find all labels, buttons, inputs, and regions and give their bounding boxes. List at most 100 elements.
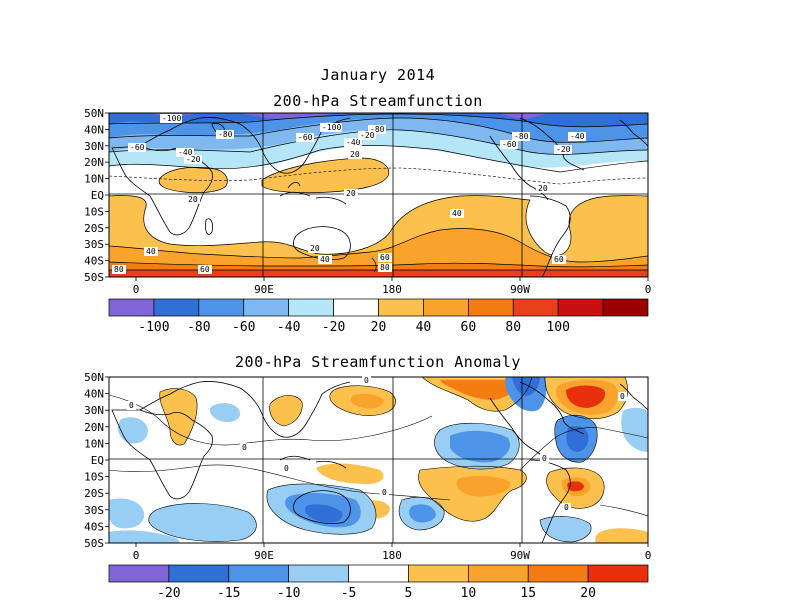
panel2-title: 200-hPa Streamfunction Anomaly — [235, 353, 521, 371]
panel2-map — [109, 377, 648, 543]
colorbar-label: -20 — [322, 320, 345, 335]
p1-contour-label: 40 — [146, 247, 156, 256]
p2-contour-label: 0 — [129, 401, 134, 410]
colorbar-swatch — [378, 298, 424, 317]
y-tick-label: 20N — [84, 156, 104, 169]
x-tick-label: 0 — [133, 549, 140, 562]
p1-contour-label: 60 — [200, 265, 210, 274]
p2-contour-label: 0 — [620, 392, 625, 401]
colorbar-label: -100 — [138, 320, 169, 335]
colorbar-label: 40 — [416, 320, 432, 335]
p2-contour-label: 0 — [364, 376, 369, 385]
panel1-contour-labels: -100 -80 -60 -40 -20 20 40 60 80 -100 -8… — [112, 114, 586, 274]
p1-contour-label: -20 — [186, 155, 201, 164]
y-tick-label: 10S — [84, 205, 104, 218]
colorbar-swatch — [243, 298, 290, 317]
x-tick-label: 0 — [645, 283, 652, 296]
colorbar-label: 20 — [371, 320, 387, 335]
colorbar-label: -15 — [217, 586, 240, 600]
p1-contour-label: 20 — [346, 189, 356, 198]
y-tick-label: 10N — [84, 437, 104, 450]
x-tick-label: 90W — [510, 549, 530, 562]
panel2-colorbar: -20 -15 -10 -5 5 10 15 20 — [108, 564, 649, 600]
y-tick-label: 50S — [84, 271, 104, 284]
colorbar-swatch — [467, 564, 529, 583]
y-tick-label: 20S — [84, 222, 104, 235]
p1-contour-label: 40 — [320, 255, 330, 264]
p1-contour-label: -40 — [570, 132, 585, 141]
p1-contour-label: -80 — [218, 130, 233, 139]
p2-contour-label: 0 — [242, 443, 247, 452]
y-tick-label: EQ — [91, 189, 104, 202]
y-tick-label: 10N — [84, 173, 104, 186]
p1-contour-label: 20 — [310, 244, 320, 253]
p1-contour-label: -40 — [178, 148, 193, 157]
y-tick-label: 30N — [84, 140, 104, 153]
colorbar-swatch — [467, 298, 514, 317]
panel2-axes: 50N 40N 30N 20N 10N EQ 10S 20S 30S 40S 50S 0 90E 180 9… — [84, 371, 651, 562]
colorbar-label: 60 — [461, 320, 477, 335]
colorbar-label: -20 — [157, 586, 180, 600]
p2-contour-label: 0 — [284, 464, 289, 473]
colorbar-label: -40 — [277, 320, 300, 335]
y-tick-label: 50N — [84, 371, 104, 384]
y-tick-label: 10S — [84, 471, 104, 484]
y-tick-label: 40N — [84, 123, 104, 136]
colorbar-swatch — [557, 298, 604, 317]
p1-contour-label: -100 — [162, 114, 181, 123]
p1-contour-label: 80 — [380, 263, 390, 272]
y-tick-label: 20N — [84, 421, 104, 434]
colorbar-label: 20 — [580, 586, 596, 600]
p1-contour-label: 80 — [114, 265, 124, 274]
colorbar-label: -5 — [341, 586, 357, 600]
y-tick-label: 30N — [84, 404, 104, 417]
p1-contour-label: -80 — [514, 132, 529, 141]
p1-contour-label: -80 — [370, 125, 385, 134]
colorbar-label: 10 — [461, 586, 477, 600]
y-tick-label: 40S — [84, 520, 104, 533]
colorbar-swatch — [527, 564, 589, 583]
colorbar-label: 100 — [546, 320, 569, 335]
colorbar-label: 80 — [505, 320, 521, 335]
colorbar-label: -60 — [232, 320, 255, 335]
colorbar-swatch — [198, 298, 245, 317]
x-tick-label: 0 — [133, 283, 140, 296]
x-tick-label: 180 — [382, 549, 402, 562]
colorbar-swatch — [333, 298, 379, 317]
p1-contour-label: 20 — [538, 184, 548, 193]
p1-contour-label: -60 — [298, 133, 313, 142]
y-tick-label: 50N — [84, 107, 104, 120]
p2-contour-label: 0 — [564, 503, 569, 512]
y-tick-label: 50S — [84, 537, 104, 550]
x-tick-label: 0 — [645, 549, 652, 562]
p1-contour-label: 60 — [380, 253, 390, 262]
p1-contour-label: -20 — [556, 145, 571, 154]
colorbar-swatch — [108, 298, 155, 317]
p1-contour-label: 60 — [554, 255, 564, 264]
y-tick-label: 40S — [84, 255, 104, 268]
colorbar-swatch — [288, 298, 334, 317]
colorbar-swatch — [288, 564, 349, 583]
chart-title: January 2014 — [320, 66, 436, 84]
y-tick-label: 20S — [84, 487, 104, 500]
p1-contour-label: 40 — [452, 209, 462, 218]
y-tick-label: 30S — [84, 238, 104, 251]
colorbar-label: 5 — [405, 586, 413, 600]
panel1-title: 200-hPa Streamfunction — [273, 92, 483, 110]
p2-contour-label: 0 — [382, 488, 387, 497]
p1-contour-label: -40 — [346, 138, 361, 147]
y-tick-label: EQ — [91, 454, 104, 467]
p1-contour-label: -20 — [360, 131, 375, 140]
colorbar-swatch — [153, 298, 200, 317]
panel1-axes: 50N 40N 30N 20N 10N EQ 10S 20S 30S 40S 50S 0 90E 180 9… — [84, 107, 651, 296]
x-tick-label: 180 — [382, 283, 402, 296]
colorbar-label: -10 — [277, 586, 300, 600]
y-tick-label: 30S — [84, 504, 104, 517]
colorbar-swatch — [408, 564, 469, 583]
colorbar-swatch — [512, 298, 559, 317]
p1-contour-label: -60 — [502, 140, 517, 149]
colorbar-swatch — [168, 564, 230, 583]
colorbar-swatch — [228, 564, 290, 583]
p1-contour-label: -60 — [130, 143, 145, 152]
